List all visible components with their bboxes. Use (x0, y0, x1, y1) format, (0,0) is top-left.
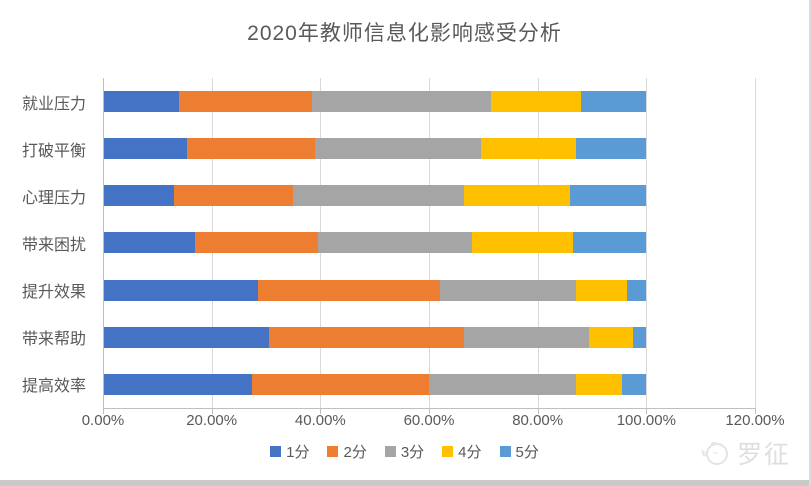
bar-segment-3分 (312, 91, 492, 113)
bar-stack (103, 91, 647, 113)
bar-segment-3分 (428, 373, 576, 395)
bar-segment-3分 (439, 279, 576, 301)
legend-swatch (327, 446, 339, 457)
bar-segment-3分 (317, 232, 473, 254)
bar-segment-1分 (103, 279, 258, 301)
legend-item: 5分 (499, 441, 539, 462)
bar-segment-2分 (179, 91, 313, 113)
bar-row (103, 125, 755, 172)
bar-stack (103, 185, 647, 207)
bar-segment-5分 (632, 326, 647, 348)
bar-segment-3分 (464, 326, 590, 348)
bar-stack (103, 326, 647, 348)
x-axis-tick-mark (211, 408, 213, 414)
x-axis-tick-label: 60.00% (403, 412, 455, 429)
category-label: 带来困扰 (21, 236, 86, 254)
y-axis-line (103, 78, 104, 409)
bar-segment-5分 (621, 373, 647, 395)
x-axis-tick-label: 100.00% (616, 412, 676, 429)
bottom-border (0, 480, 809, 486)
legend-label: 1分 (286, 444, 310, 461)
bar-stack (103, 373, 647, 395)
bar-segment-5分 (581, 91, 647, 113)
x-axis-tick-label: 80.00% (512, 412, 564, 429)
bar-segment-1分 (103, 326, 269, 348)
x-axis-tick-mark (755, 408, 756, 414)
category-label: 心理压力 (21, 189, 86, 207)
bar-segment-1分 (103, 232, 196, 254)
bar-segment-4分 (589, 326, 633, 348)
legend-swatch (442, 446, 454, 457)
legend-swatch (384, 446, 396, 457)
bar-segment-2分 (252, 373, 429, 395)
bar-segment-1分 (103, 373, 253, 395)
bar-segment-4分 (491, 91, 582, 113)
bar-segment-4分 (472, 232, 573, 254)
bar-segment-5分 (627, 279, 647, 301)
legend-item: 4分 (442, 441, 482, 462)
watermark-text: 罗征 (736, 441, 791, 469)
gridline (646, 78, 648, 408)
x-axis-tick-mark (103, 408, 104, 414)
x-axis-tick-labels: 0.00% 20.00% 40.00% 60.00% 80.00% 100.00% 120.… (82, 412, 785, 432)
legend-item: 2分 (327, 441, 367, 462)
x-axis-tick-label: 40.00% (294, 412, 346, 429)
bar-segment-4分 (575, 279, 628, 301)
x-axis-tick-label: 120.00% (725, 412, 785, 429)
bar-segment-5分 (572, 232, 647, 254)
bar-segment-4分 (575, 373, 622, 395)
bar-row (103, 78, 755, 125)
category-label: 提升效果 (21, 284, 86, 302)
category-label: 提高效率 (21, 378, 86, 396)
bar-segment-2分 (268, 326, 465, 348)
chart-title: 2020年教师信息化影响感受分析 (247, 22, 562, 45)
x-axis-tick-mark (537, 408, 539, 414)
bar-row (103, 314, 755, 361)
bar-segment-3分 (293, 185, 465, 207)
bar-row (103, 361, 755, 408)
legend-label: 5分 (515, 444, 539, 461)
bar-row (103, 172, 755, 219)
watermark: 罗征 (700, 435, 791, 471)
bar-segment-1分 (103, 91, 180, 113)
legend-swatch (499, 446, 511, 457)
legend-label: 3分 (400, 444, 425, 461)
x-axis-tick-mark (646, 408, 648, 414)
watermark-logo-icon (700, 441, 728, 465)
bar-row (103, 219, 755, 266)
x-axis-tick-mark (320, 408, 322, 414)
gridline (755, 78, 756, 408)
category-label: 带来帮助 (21, 331, 86, 349)
bar-stack (103, 138, 647, 160)
bar-segment-5分 (575, 138, 647, 160)
bar-segment-1分 (103, 185, 174, 207)
bar-segment-2分 (195, 232, 318, 254)
bar-segment-2分 (173, 185, 294, 207)
bar-segment-4分 (480, 138, 576, 160)
bar-segment-4分 (464, 185, 571, 207)
legend-swatch (270, 446, 282, 457)
legend: 1分 2分 3分 4分 5分 (0, 441, 809, 462)
legend-item: 3分 (384, 441, 425, 462)
x-axis-tick-label: 0.00% (81, 412, 125, 429)
bar-row (103, 267, 755, 314)
category-label: 就业压力 (21, 95, 86, 113)
bar-segment-1分 (103, 138, 188, 160)
bar-segment-3分 (314, 138, 481, 160)
x-axis-tick-mark (429, 408, 430, 414)
bar-segment-2分 (187, 138, 315, 160)
y-axis-labels: 就业压力打破平衡心理压力带来困扰提升效果带来帮助提高效率 (0, 78, 94, 408)
legend-label: 4分 (458, 444, 482, 461)
x-axis-tick-label: 20.00% (186, 412, 238, 429)
plot-area (103, 78, 756, 414)
category-label: 打破平衡 (21, 142, 86, 160)
bar-stack (103, 279, 647, 301)
legend-label: 2分 (343, 444, 367, 461)
bar-segment-2分 (257, 279, 440, 301)
bar-stack (103, 232, 647, 254)
legend-item: 1分 (270, 441, 309, 462)
bar-segment-5分 (570, 185, 647, 207)
